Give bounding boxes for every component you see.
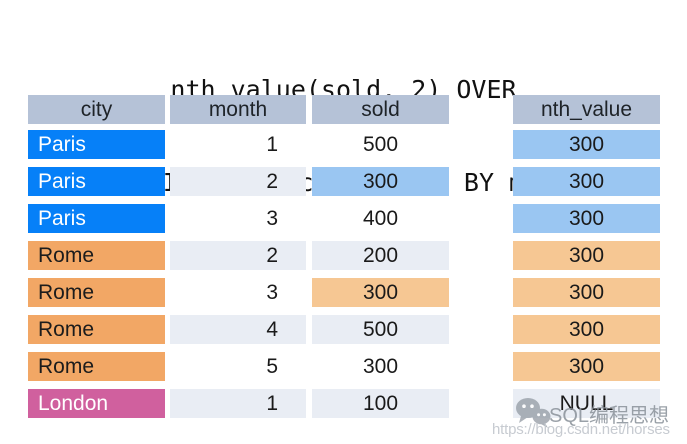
month-cell: 1 <box>266 132 278 156</box>
nth-value-cell: 300 <box>513 167 660 196</box>
table-row: Rome 3 300 300 <box>28 278 660 307</box>
table-row: Rome 4 500 300 <box>28 315 660 344</box>
table-row: Paris 2 300 300 <box>28 167 660 196</box>
data-table: city month sold nth_value Paris 1 500 30… <box>28 95 660 426</box>
nth-value-cell: 300 <box>513 352 660 381</box>
sold-cell: 200 <box>312 241 449 270</box>
city-cell: Rome <box>28 278 165 307</box>
month-cell: 4 <box>170 315 306 344</box>
table-row: Rome 5 300 300 <box>28 352 660 381</box>
city-cell: Paris <box>28 204 165 233</box>
table-row: Paris 3 400 300 <box>28 204 660 233</box>
nth-value-cell: 300 <box>513 278 660 307</box>
column-header-month: month <box>170 95 306 124</box>
watermark-brand-text: SQL编程思想 <box>549 405 670 427</box>
nth-value-cell: 300 <box>513 241 660 270</box>
sold-cell: 500 <box>312 315 449 344</box>
table-row: London 1 100 NULL <box>28 389 660 418</box>
nth-value-cell: 300 <box>513 315 660 344</box>
month-cell: 2 <box>170 167 306 196</box>
table-header-row: city month sold nth_value <box>28 95 660 124</box>
month-cell: 5 <box>266 354 278 378</box>
sold-cell: 300 <box>312 167 449 196</box>
table-row: Rome 2 200 300 <box>28 241 660 270</box>
city-cell: Paris <box>28 167 165 196</box>
city-cell: London <box>28 389 165 418</box>
column-header-sold: sold <box>312 95 449 124</box>
watermark-url-text: https://blog.csdn.net/horses <box>492 421 670 438</box>
month-cell: 1 <box>170 389 306 418</box>
city-cell: Rome <box>28 241 165 270</box>
month-cell: 2 <box>170 241 306 270</box>
sold-cell: 300 <box>362 354 399 378</box>
month-cell: 3 <box>266 280 278 304</box>
nth-value-cell: 300 <box>513 204 660 233</box>
nth-value-cell: 300 <box>513 130 660 159</box>
city-cell: Rome <box>28 352 165 381</box>
column-header-city: city <box>28 95 165 124</box>
wechat-icon <box>516 398 551 428</box>
month-cell: 3 <box>266 206 278 230</box>
table-row: Paris 1 500 300 <box>28 130 660 159</box>
sold-cell: 100 <box>312 389 449 418</box>
sold-cell: 400 <box>362 206 399 230</box>
sold-cell: 500 <box>362 132 399 156</box>
sold-cell: 300 <box>312 278 449 307</box>
column-header-nth-value: nth_value <box>513 95 660 124</box>
city-cell: Rome <box>28 315 165 344</box>
city-cell: Paris <box>28 130 165 159</box>
table-body: Paris 1 500 300 Paris 2 300 300 Paris 3 … <box>28 130 660 418</box>
